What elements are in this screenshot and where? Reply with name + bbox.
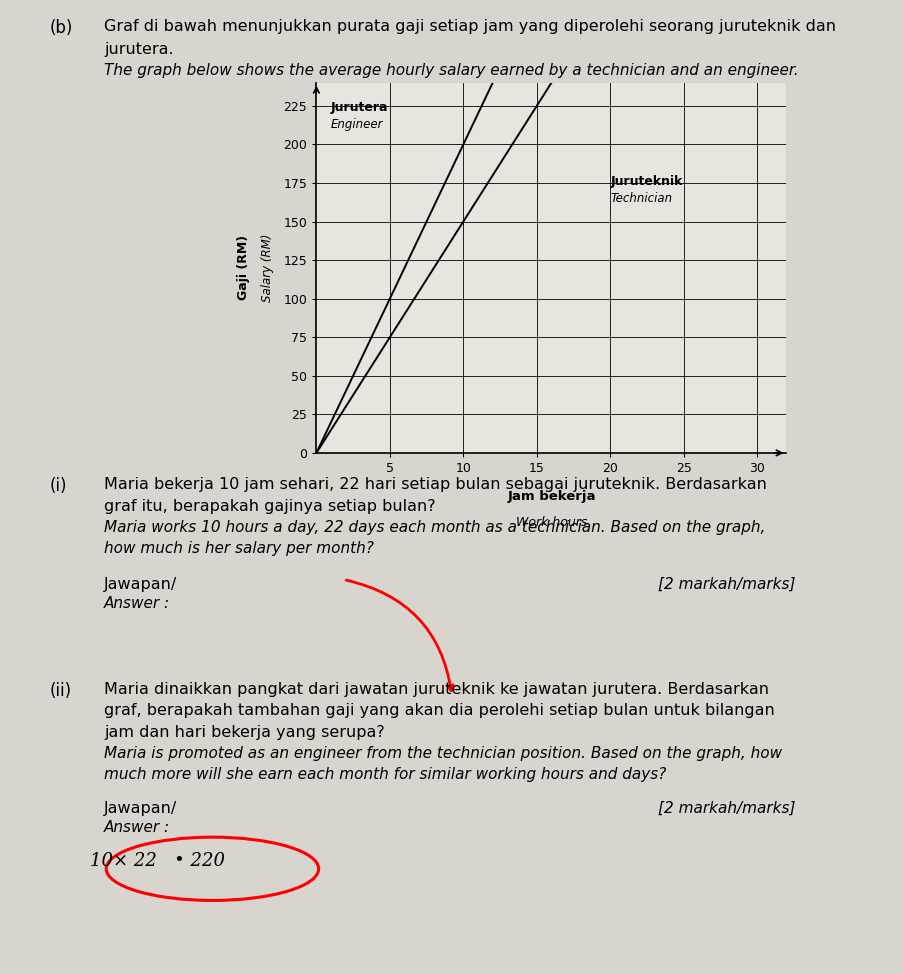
Text: [2 markah/marks]: [2 markah/marks]	[657, 577, 795, 591]
Text: [2 markah/marks]: [2 markah/marks]	[657, 801, 795, 815]
Text: Maria is promoted as an engineer from the technician position. Based on the grap: Maria is promoted as an engineer from th…	[104, 746, 781, 761]
Text: much more will she earn each month for similar working hours and days?: much more will she earn each month for s…	[104, 767, 666, 781]
Text: Gaji (RM): Gaji (RM)	[237, 236, 250, 300]
Text: Jawapan/: Jawapan/	[104, 577, 177, 591]
Text: Maria works 10 hours a day, 22 days each month as a technician. Based on the gra: Maria works 10 hours a day, 22 days each…	[104, 520, 765, 535]
Text: Jam bekerja: Jam bekerja	[507, 490, 595, 503]
Text: jurutera.: jurutera.	[104, 42, 173, 56]
Text: Graf di bawah menunjukkan purata gaji setiap jam yang diperolehi seorang jurutek: Graf di bawah menunjukkan purata gaji se…	[104, 19, 835, 34]
Text: (b): (b)	[50, 19, 73, 37]
Text: Maria dinaikkan pangkat dari jawatan juruteknik ke jawatan jurutera. Berdasarkan: Maria dinaikkan pangkat dari jawatan jur…	[104, 682, 768, 696]
Text: The graph below shows the average hourly salary earned by a technician and an en: The graph below shows the average hourly…	[104, 63, 797, 78]
Text: Technician: Technician	[610, 192, 672, 206]
Text: jam dan hari bekerja yang serupa?: jam dan hari bekerja yang serupa?	[104, 725, 385, 739]
Text: Salary (RM): Salary (RM)	[260, 234, 274, 302]
Text: Answer :: Answer :	[104, 596, 170, 611]
Text: Work hours: Work hours	[516, 516, 586, 529]
Text: graf itu, berapakah gajinya setiap bulan?: graf itu, berapakah gajinya setiap bulan…	[104, 499, 435, 513]
Text: how much is her salary per month?: how much is her salary per month?	[104, 541, 374, 555]
Text: 10× 22   • 220: 10× 22 • 220	[90, 852, 225, 870]
Text: Juruteknik: Juruteknik	[610, 175, 682, 188]
Text: Maria bekerja 10 jam sehari, 22 hari setiap bulan sebagai juruteknik. Berdasarka: Maria bekerja 10 jam sehari, 22 hari set…	[104, 477, 766, 492]
Text: Jawapan/: Jawapan/	[104, 801, 177, 815]
Text: graf, berapakah tambahan gaji yang akan dia perolehi setiap bulan untuk bilangan: graf, berapakah tambahan gaji yang akan …	[104, 703, 774, 718]
Text: Answer :: Answer :	[104, 820, 170, 835]
Text: Engineer: Engineer	[330, 118, 383, 131]
Text: (i): (i)	[50, 477, 67, 495]
Text: Jurutera: Jurutera	[330, 101, 388, 114]
Text: (ii): (ii)	[50, 682, 71, 699]
